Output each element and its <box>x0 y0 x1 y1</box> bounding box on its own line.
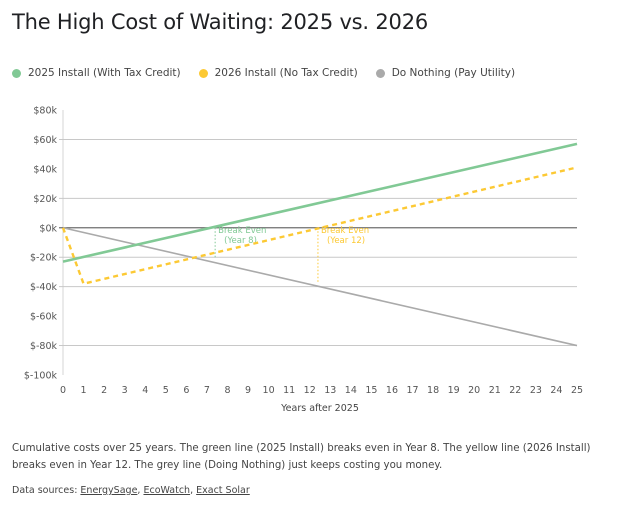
x-tick-label: 9 <box>245 385 251 396</box>
break-even-year-label: (Year 8) <box>224 236 257 246</box>
data-sources: Data sources: EnergySage, EcoWatch, Exac… <box>12 485 250 496</box>
y-tick-label: $-20k <box>30 253 58 264</box>
x-tick-label: 16 <box>386 385 398 396</box>
legend-dot-icon <box>12 68 21 78</box>
x-tick-label: 3 <box>122 385 128 396</box>
x-tick-label: 10 <box>263 385 275 396</box>
legend-label: 2025 Install (With Tax Credit) <box>28 67 181 79</box>
x-tick-label: 8 <box>224 385 230 396</box>
legend-dot-icon <box>375 68 385 78</box>
x-tick-label: 2 <box>101 385 107 396</box>
x-tick-label: 17 <box>406 385 418 396</box>
chart-caption: Cumulative costs over 25 years. The gree… <box>12 443 591 471</box>
x-tick-label: 20 <box>468 385 480 396</box>
series-lines <box>61 142 578 347</box>
x-tick-label: 25 <box>571 385 583 396</box>
x-tick-label: 0 <box>60 385 66 396</box>
y-tick-label: $0k <box>39 223 57 234</box>
annotations: Break Even(Year 8)Break Even(Year 12) <box>214 226 369 284</box>
legend-item-2026-install[interactable]: 2026 Install (No Tax Credit) <box>198 67 358 79</box>
y-tick-label: $20k <box>33 194 57 205</box>
x-tick-label: 14 <box>345 385 357 396</box>
series-2026-install-line <box>61 166 578 285</box>
source-link-exact-solar[interactable]: Exact Solar <box>196 485 250 496</box>
x-tick-label: 4 <box>142 385 148 396</box>
break-even-label: Break Even <box>218 226 266 236</box>
series-2025-install-line <box>62 142 578 263</box>
x-tick-label: 7 <box>204 385 210 396</box>
x-tick-label: 6 <box>183 385 189 396</box>
x-tick-label: 19 <box>448 385 460 396</box>
y-tick-label: $-100k <box>24 371 58 382</box>
sources-prefix: Data sources: <box>12 485 81 496</box>
y-tick-label: $40k <box>33 164 57 175</box>
chart-legend: 2025 Install (With Tax Credit) 2026 Inst… <box>12 67 515 79</box>
y-tick-label: $-40k <box>30 282 58 293</box>
chart-title: The High Cost of Waiting: 2025 vs. 2026 <box>12 10 429 34</box>
legend-label: 2026 Install (No Tax Credit) <box>214 67 358 79</box>
x-tick-label: 23 <box>530 385 542 396</box>
x-axis-title: Years after 2025 <box>280 403 359 414</box>
y-tick-label: $-80k <box>30 341 58 352</box>
x-tick-label: 22 <box>509 385 521 396</box>
x-tick-label: 1 <box>81 385 87 396</box>
x-tick-label: 15 <box>365 385 377 396</box>
x-tick-label: 12 <box>304 385 316 396</box>
legend-item-2025-install[interactable]: 2025 Install (With Tax Credit) <box>12 67 181 79</box>
break-even-year-label: (Year 12) <box>327 236 365 246</box>
x-axis: 0 1 2 3 4 5 6 7 8 9 10 11 12 13 14 15 16 17 18 19 20 21 22 23 24… <box>60 385 583 396</box>
x-tick-label: 5 <box>163 385 169 396</box>
source-link-ecowatch[interactable]: EcoWatch <box>143 485 191 496</box>
x-tick-label: 13 <box>324 385 336 396</box>
y-axis: $80k $60k $40k $20k $0k $-20k $-40k $-60k $-80k $… <box>24 106 58 382</box>
y-tick-label: $80k <box>33 106 57 117</box>
series-do-nothing-line <box>62 226 578 347</box>
y-tick-label: $60k <box>33 135 57 146</box>
line-chart: $80k $60k $40k $20k $0k $-20k $-40k $-60k $-80k $… <box>24 106 583 415</box>
x-tick-label: 21 <box>489 385 501 396</box>
x-tick-label: 18 <box>427 385 439 396</box>
y-tick-label: $-60k <box>30 312 58 323</box>
x-tick-label: 24 <box>550 385 562 396</box>
legend-label: Do Nothing (Pay Utility) <box>391 67 516 79</box>
break-even-label: Break Even <box>321 226 369 236</box>
legend-dot-icon <box>198 68 208 78</box>
legend-item-do-nothing[interactable]: Do Nothing (Pay Utility) <box>375 67 516 79</box>
source-link-energysage[interactable]: EnergySage <box>80 485 138 496</box>
x-tick-label: 11 <box>283 385 295 396</box>
